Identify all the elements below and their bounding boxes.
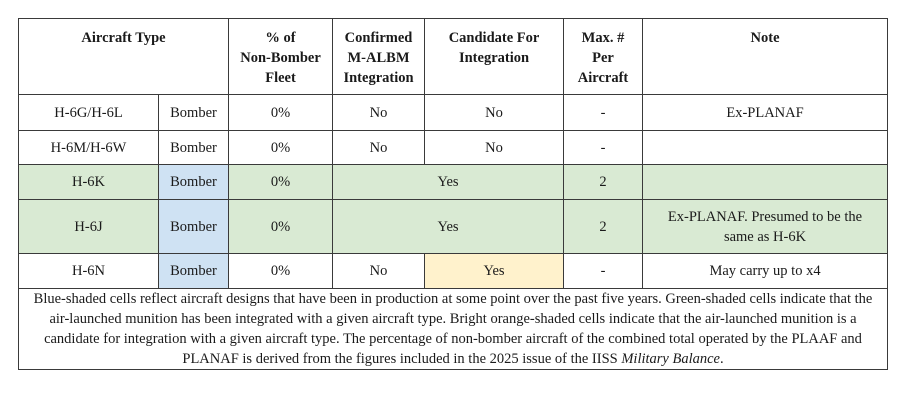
table-container: Aircraft Type % of Non-Bomber Fleet Conf…	[17, 18, 889, 384]
note-cell: May carry up to x4	[642, 253, 889, 289]
footnote-row: Blue-shaded cells reflect aircraft desig…	[17, 288, 889, 370]
candidate-cell: No	[424, 94, 565, 131]
header-confirmed-line3: Integration	[343, 70, 414, 86]
candidate-cell: No	[424, 130, 565, 165]
role-cell: Bomber	[157, 199, 230, 254]
footnote-text: Blue-shaded cells reflect aircraft desig…	[33, 291, 873, 367]
header-confirmed: Confirmed M-ALBM Integration	[332, 18, 426, 95]
confirmed-cell: No	[332, 94, 426, 131]
pct-cell: 0%	[228, 199, 334, 254]
aircraft-cell: H-6G/H-6L	[18, 94, 159, 131]
header-max-line1: Max. #	[581, 30, 625, 46]
aircraft-cell: H-6K	[18, 164, 159, 200]
table-row: H-6J Bomber 0% Yes 2 Ex-PLANAF. Presumed…	[18, 199, 889, 254]
aircraft-cell: H-6M/H-6W	[18, 130, 159, 165]
max-cell: -	[563, 130, 644, 165]
note-cell	[642, 130, 889, 165]
confirmed-cell: No	[332, 130, 426, 165]
integration-cell: Yes	[332, 199, 565, 254]
role-cell: Bomber	[157, 94, 230, 131]
note-cell	[642, 164, 889, 200]
note-cell: Ex-PLANAF. Presumed to be the same as H-…	[642, 199, 889, 254]
role-cell: Bomber	[157, 164, 230, 200]
aircraft-cell: H-6J	[18, 199, 159, 254]
header-pct-non-bomber: % of Non-Bomber Fleet	[228, 18, 334, 95]
header-candidate-line2: Integration	[458, 50, 530, 66]
header-max-line3: Aircraft	[577, 70, 629, 86]
max-cell: -	[563, 94, 644, 131]
footnote: Blue-shaded cells reflect aircraft desig…	[17, 288, 889, 370]
header-max-per-aircraft: Max. # Per Aircraft	[563, 18, 644, 95]
header-confirmed-line1: Confirmed	[344, 30, 413, 46]
max-cell: 2	[563, 164, 644, 200]
confirmed-cell: No	[332, 253, 426, 289]
role-cell: Bomber	[157, 253, 230, 289]
header-note: Note	[642, 18, 889, 95]
table-row: H-6G/H-6L Bomber 0% No No - Ex-PLANAF	[18, 94, 889, 131]
header-pct-line2: Non-Bomber	[240, 50, 321, 66]
integration-cell: Yes	[332, 164, 565, 200]
footnote-italic-title: Military Balance	[621, 351, 720, 367]
pct-cell: 0%	[228, 94, 334, 131]
munition-integration-table: Aircraft Type % of Non-Bomber Fleet Conf…	[17, 18, 889, 370]
note-cell: Ex-PLANAF	[642, 94, 889, 131]
header-max-line2: Per	[592, 50, 614, 66]
table-row: H-6N Bomber 0% No Yes - May carry up to …	[18, 253, 889, 289]
aircraft-cell: H-6N	[18, 253, 159, 289]
table-row: H-6K Bomber 0% Yes 2	[18, 164, 889, 200]
header-candidate: Candidate For Integration	[424, 18, 565, 95]
note-line1: Ex-PLANAF. Presumed to be the	[667, 208, 863, 225]
header-aircraft-type: Aircraft Type	[17, 18, 230, 95]
footnote-text-end: .	[720, 351, 724, 367]
table-row: H-6M/H-6W Bomber 0% No No -	[18, 130, 889, 165]
header-row: Aircraft Type % of Non-Bomber Fleet Conf…	[17, 18, 889, 95]
header-candidate-line1: Candidate For	[448, 30, 540, 46]
header-pct-line3: Fleet	[265, 70, 296, 86]
max-cell: -	[563, 253, 644, 289]
header-confirmed-line2: M-ALBM	[347, 50, 410, 66]
pct-cell: 0%	[228, 130, 334, 165]
candidate-cell: Yes	[424, 253, 565, 289]
role-cell: Bomber	[157, 130, 230, 165]
note-line2: same as H-6K	[723, 228, 807, 245]
pct-cell: 0%	[228, 164, 334, 200]
pct-cell: 0%	[228, 253, 334, 289]
max-cell: 2	[563, 199, 644, 254]
header-pct-line1: % of	[265, 30, 296, 46]
